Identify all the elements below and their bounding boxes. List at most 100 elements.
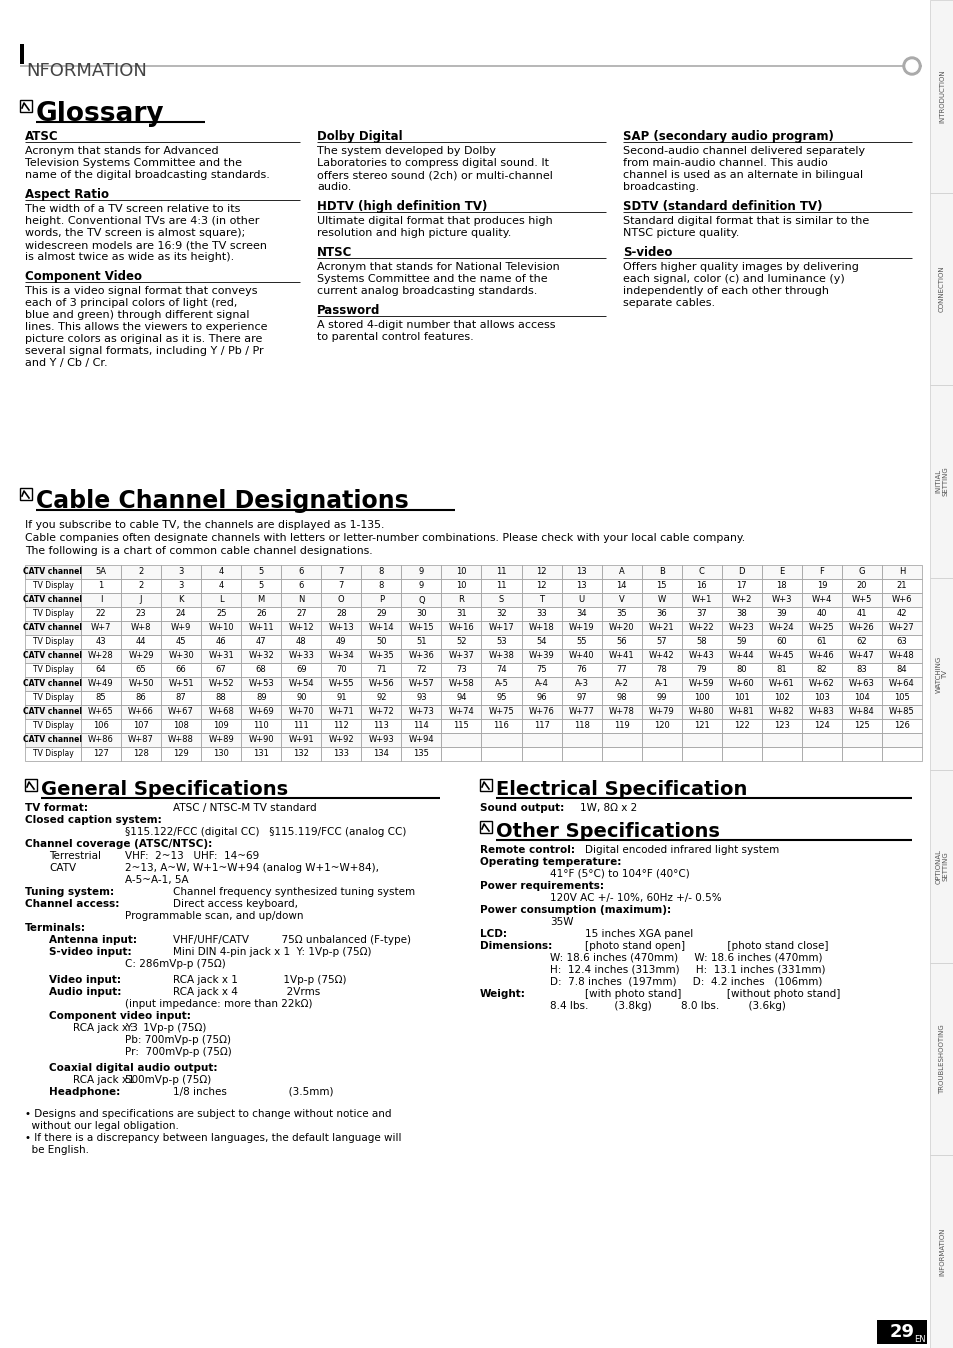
Bar bbox=[761, 692, 801, 705]
Bar bbox=[641, 635, 681, 648]
Text: Mini DIN 4-pin jack x 1  Y: 1Vp-p (75Ω): Mini DIN 4-pin jack x 1 Y: 1Vp-p (75Ω) bbox=[172, 948, 371, 957]
Bar bbox=[121, 621, 161, 635]
Text: 120: 120 bbox=[653, 721, 669, 731]
Text: offers stereo sound (2ch) or multi-channel: offers stereo sound (2ch) or multi-chann… bbox=[316, 170, 553, 181]
Text: Terrestrial: Terrestrial bbox=[49, 851, 101, 861]
Text: 10: 10 bbox=[456, 568, 466, 577]
Text: 20: 20 bbox=[856, 581, 866, 590]
Bar bbox=[681, 705, 721, 718]
Bar bbox=[521, 635, 561, 648]
Text: W+8: W+8 bbox=[131, 624, 152, 632]
Text: The system developed by Dolby: The system developed by Dolby bbox=[316, 146, 496, 156]
Text: 11: 11 bbox=[496, 568, 506, 577]
Circle shape bbox=[905, 61, 917, 71]
Bar bbox=[801, 580, 841, 593]
Bar bbox=[121, 648, 161, 663]
Bar bbox=[401, 565, 441, 580]
Text: blue and green) through different signal: blue and green) through different signal bbox=[25, 310, 250, 319]
Bar bbox=[521, 580, 561, 593]
Bar bbox=[521, 621, 561, 635]
Text: 85: 85 bbox=[95, 693, 106, 702]
Bar bbox=[521, 663, 561, 677]
Text: W+43: W+43 bbox=[688, 651, 714, 661]
Text: W+35: W+35 bbox=[368, 651, 394, 661]
Circle shape bbox=[902, 57, 920, 75]
Text: RCA jack x 1              1Vp-p (75Ω): RCA jack x 1 1Vp-p (75Ω) bbox=[172, 975, 346, 985]
Text: height. Conventional TVs are 4:3 (in other: height. Conventional TVs are 4:3 (in oth… bbox=[25, 216, 259, 226]
Text: W+50: W+50 bbox=[128, 679, 153, 689]
Text: 56: 56 bbox=[616, 638, 626, 647]
Bar bbox=[121, 692, 161, 705]
Bar bbox=[601, 733, 641, 747]
Text: W+64: W+64 bbox=[888, 679, 914, 689]
Bar bbox=[201, 580, 241, 593]
Bar bbox=[281, 621, 321, 635]
Text: EN: EN bbox=[913, 1335, 924, 1344]
Text: to parental control features.: to parental control features. bbox=[316, 332, 474, 342]
Bar bbox=[801, 593, 841, 607]
Text: W+80: W+80 bbox=[688, 708, 714, 717]
Text: W+54: W+54 bbox=[288, 679, 314, 689]
Text: 15 inches XGA panel: 15 inches XGA panel bbox=[584, 929, 693, 940]
Text: W+42: W+42 bbox=[648, 651, 674, 661]
Text: VHF/UHF/CATV          75Ω unbalanced (F-type): VHF/UHF/CATV 75Ω unbalanced (F-type) bbox=[172, 936, 411, 945]
Text: CATV channel: CATV channel bbox=[24, 568, 82, 577]
Text: 107: 107 bbox=[133, 721, 149, 731]
Bar bbox=[201, 692, 241, 705]
Bar bbox=[481, 677, 521, 692]
Text: W+12: W+12 bbox=[288, 624, 314, 632]
Text: 38: 38 bbox=[736, 609, 746, 619]
Text: 16: 16 bbox=[696, 581, 706, 590]
Text: 21: 21 bbox=[896, 581, 906, 590]
Bar bbox=[929, 1155, 953, 1348]
Bar bbox=[481, 747, 521, 762]
Text: W+20: W+20 bbox=[608, 624, 634, 632]
Text: Channel access:: Channel access: bbox=[25, 899, 119, 909]
Bar bbox=[161, 648, 201, 663]
Bar bbox=[281, 580, 321, 593]
Text: 76: 76 bbox=[576, 666, 586, 674]
Text: W+93: W+93 bbox=[368, 736, 394, 744]
Text: W+78: W+78 bbox=[608, 708, 634, 717]
Bar bbox=[801, 692, 841, 705]
Bar bbox=[441, 621, 481, 635]
Bar bbox=[161, 663, 201, 677]
Bar bbox=[801, 733, 841, 747]
Text: W+38: W+38 bbox=[488, 651, 514, 661]
Bar bbox=[601, 565, 641, 580]
Text: 23: 23 bbox=[135, 609, 146, 619]
Text: Y:   1Vp-p (75Ω): Y: 1Vp-p (75Ω) bbox=[125, 1023, 206, 1033]
Text: 8: 8 bbox=[378, 581, 384, 590]
Bar bbox=[601, 648, 641, 663]
Text: Component video input:: Component video input: bbox=[49, 1011, 191, 1020]
Text: 83: 83 bbox=[856, 666, 866, 674]
Text: CATV: CATV bbox=[49, 863, 76, 874]
Text: 25: 25 bbox=[215, 609, 226, 619]
Bar bbox=[601, 635, 641, 648]
Text: D: D bbox=[738, 568, 744, 577]
Bar bbox=[401, 635, 441, 648]
Text: 5: 5 bbox=[258, 568, 264, 577]
Text: 84: 84 bbox=[896, 666, 906, 674]
Text: 80: 80 bbox=[736, 666, 746, 674]
Text: 74: 74 bbox=[496, 666, 506, 674]
Text: 108: 108 bbox=[173, 721, 189, 731]
Text: CATV channel: CATV channel bbox=[24, 651, 82, 661]
Text: NFORMATION: NFORMATION bbox=[26, 62, 147, 80]
Text: NTSC picture quality.: NTSC picture quality. bbox=[622, 228, 739, 239]
Text: V: V bbox=[618, 596, 624, 604]
Text: 134: 134 bbox=[373, 749, 389, 759]
Bar bbox=[201, 677, 241, 692]
Bar bbox=[121, 593, 161, 607]
Text: W+26: W+26 bbox=[848, 624, 874, 632]
Text: TV Display: TV Display bbox=[32, 749, 73, 759]
Text: picture colors as original as it is. There are: picture colors as original as it is. The… bbox=[25, 334, 262, 344]
Bar bbox=[841, 580, 881, 593]
Text: 9: 9 bbox=[418, 568, 423, 577]
Text: 4: 4 bbox=[218, 581, 224, 590]
Text: W+31: W+31 bbox=[208, 651, 233, 661]
Bar bbox=[441, 580, 481, 593]
Bar bbox=[561, 648, 601, 663]
Bar bbox=[601, 705, 641, 718]
Text: each of 3 principal colors of light (red,: each of 3 principal colors of light (red… bbox=[25, 298, 237, 307]
